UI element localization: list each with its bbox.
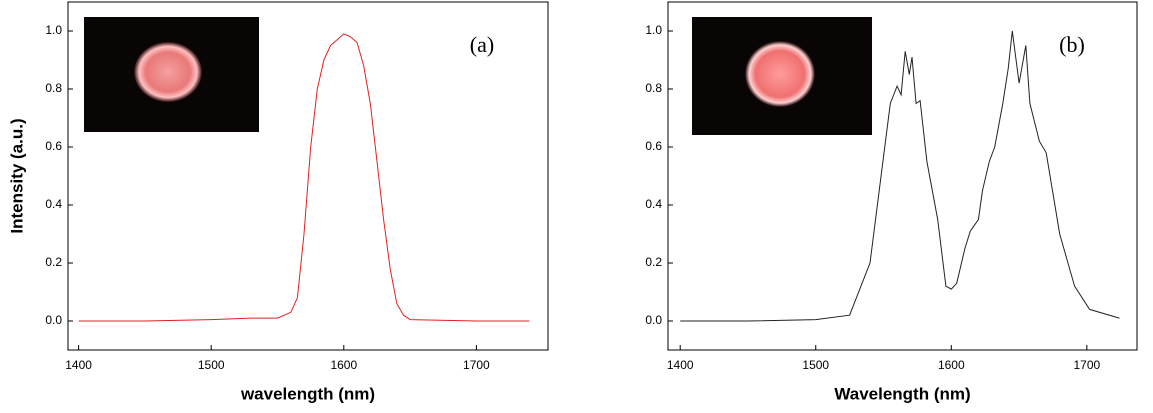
y-tick-label: 0.6 bbox=[45, 139, 62, 153]
beam-spot bbox=[134, 42, 202, 102]
x-tick-label: 1500 bbox=[198, 358, 225, 372]
x-tick-label: 1600 bbox=[330, 358, 357, 372]
plot-frame bbox=[667, 1, 1138, 351]
x-axis-title: Wavelength (nm) bbox=[834, 384, 970, 403]
spectrum-line bbox=[680, 30, 1120, 322]
x-tick-label: 1700 bbox=[1073, 358, 1100, 372]
y-tick-label: 1.0 bbox=[645, 23, 662, 37]
y-axis-title: Intensity (a.u.) bbox=[7, 118, 26, 233]
y-tick-label: 0.4 bbox=[645, 197, 662, 211]
spectrum-line bbox=[78, 33, 530, 322]
y-tick-label: 0.8 bbox=[645, 81, 662, 95]
y-tick-label: 0.2 bbox=[645, 255, 662, 269]
x-tick-label: 1600 bbox=[938, 358, 965, 372]
y-tick-label: 0.6 bbox=[645, 139, 662, 153]
beam-spot bbox=[745, 41, 815, 107]
panel-label: (b) bbox=[1059, 32, 1085, 57]
y-tick-label: 0.2 bbox=[45, 255, 62, 269]
panel-label: (a) bbox=[470, 32, 494, 57]
y-tick-label: 0.8 bbox=[45, 81, 62, 95]
y-tick-label: 0.0 bbox=[645, 313, 662, 327]
x-tick-label: 1400 bbox=[65, 358, 92, 372]
y-tick-label: 1.0 bbox=[45, 23, 62, 37]
y-tick-label: 0.4 bbox=[45, 197, 62, 211]
plot-frame bbox=[67, 1, 549, 351]
x-tick-label: 1500 bbox=[802, 358, 829, 372]
x-tick-label: 1400 bbox=[667, 358, 694, 372]
x-tick-label: 1700 bbox=[463, 358, 490, 372]
y-tick-label: 0.0 bbox=[45, 313, 62, 327]
x-axis-title: wavelength (nm) bbox=[240, 384, 375, 403]
